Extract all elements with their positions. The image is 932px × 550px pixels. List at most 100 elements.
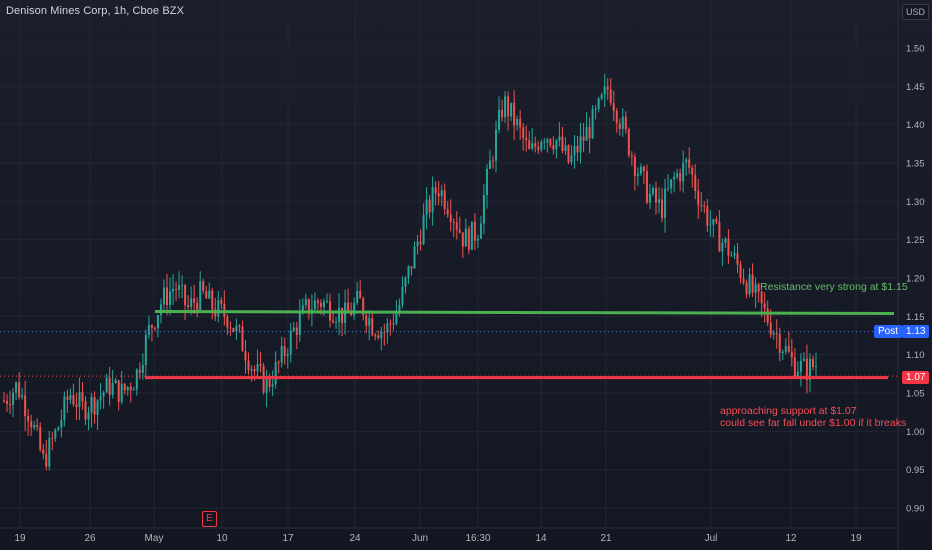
candle-body [464, 228, 467, 247]
candle-body [588, 127, 591, 139]
candle-body [676, 173, 679, 177]
candle-body [283, 346, 286, 356]
earnings-icon[interactable]: E [202, 511, 217, 527]
candle-body [241, 326, 244, 352]
candle-body [105, 377, 108, 393]
candle-body [748, 274, 751, 295]
candle-body [90, 396, 93, 413]
candle-body [775, 333, 778, 335]
candle-body [814, 366, 817, 368]
x-tick-label: Jul [705, 533, 718, 544]
candle-body [618, 123, 621, 129]
candle-body [78, 391, 81, 407]
candle-body [482, 195, 485, 224]
candle-body [87, 412, 90, 420]
resistance-annotation[interactable]: Resistance very strong at $1.15 [760, 281, 908, 293]
candle-body [624, 116, 627, 130]
candle-body [440, 190, 443, 197]
candle-body [664, 188, 667, 218]
candle-body [175, 288, 178, 290]
x-tick-label: May [145, 533, 164, 544]
y-tick-label: 1.35 [906, 159, 925, 170]
candle-body [612, 103, 615, 111]
candle-body [703, 205, 706, 207]
candle-body [166, 287, 168, 306]
candle-body [540, 142, 543, 150]
candle-body [96, 400, 99, 415]
candle-body [479, 223, 482, 239]
candle-body [793, 357, 796, 377]
y-tick-label: 1.00 [906, 427, 925, 438]
candle-body [552, 145, 555, 150]
candle-body [437, 193, 440, 197]
candle-body [347, 302, 350, 312]
candle-body [229, 327, 232, 329]
candle-body [380, 331, 383, 339]
candle-body [45, 453, 48, 467]
y-tick-label: 1.15 [906, 312, 925, 323]
candle-body [114, 380, 117, 384]
candle-body [238, 325, 241, 327]
candle-body [576, 146, 579, 153]
candle-body [341, 307, 344, 324]
support-annotation-line-1[interactable]: approaching support at $1.07 [720, 405, 857, 417]
candle-body [123, 383, 126, 391]
candle-body [42, 449, 45, 454]
candle-body [727, 238, 730, 256]
candle-body [781, 351, 784, 353]
candle-body [407, 266, 410, 278]
x-tick-label: Jun [412, 533, 428, 544]
candle-body [525, 138, 528, 141]
candle-body [280, 346, 283, 363]
candle-body [383, 331, 386, 333]
candle-body [485, 168, 488, 196]
candle-body [21, 395, 24, 397]
candle-body [449, 214, 452, 222]
currency-button[interactable]: USD [901, 4, 929, 20]
candle-body [630, 155, 633, 157]
candle-body [504, 96, 507, 118]
candle-body [431, 187, 434, 213]
candle-body [446, 209, 449, 215]
candle-body [147, 325, 150, 335]
candle-body [69, 395, 72, 400]
candle-body [667, 188, 670, 190]
candle-body [322, 301, 325, 307]
candle-body [591, 109, 594, 139]
candle-body [416, 241, 419, 247]
candle-body [467, 228, 470, 250]
y-tick-label: 1.40 [906, 120, 925, 131]
candle-body [712, 219, 715, 225]
candle-body [455, 222, 458, 230]
candle-body [39, 427, 42, 450]
candle-body [3, 400, 5, 402]
x-tick-label: 21 [600, 533, 612, 544]
candle-body [492, 160, 494, 162]
candle-body [244, 351, 247, 361]
candle-body [374, 335, 377, 337]
candle-body [138, 369, 141, 373]
candle-body [733, 253, 736, 256]
candle-body [332, 320, 335, 323]
candle-body [507, 96, 510, 117]
candle-body [658, 199, 661, 203]
candle-body [205, 290, 208, 299]
candle-body [235, 325, 238, 332]
candle-body [510, 102, 513, 117]
support-annotation-line-2[interactable]: could see far fall under $1.00 if it bre… [720, 417, 907, 429]
candle-body [111, 383, 114, 395]
candle-body [371, 318, 374, 336]
candle-body [99, 396, 102, 401]
candle-body [359, 290, 362, 299]
candle-body [600, 94, 603, 99]
candle-body [458, 229, 461, 233]
candle-body [787, 346, 790, 352]
candle-body [27, 416, 30, 422]
post-price-value: 1.13 [902, 324, 930, 338]
candle-body [9, 404, 12, 406]
candle-body [594, 109, 597, 111]
candle-body [567, 145, 570, 163]
candle-body [419, 241, 422, 244]
